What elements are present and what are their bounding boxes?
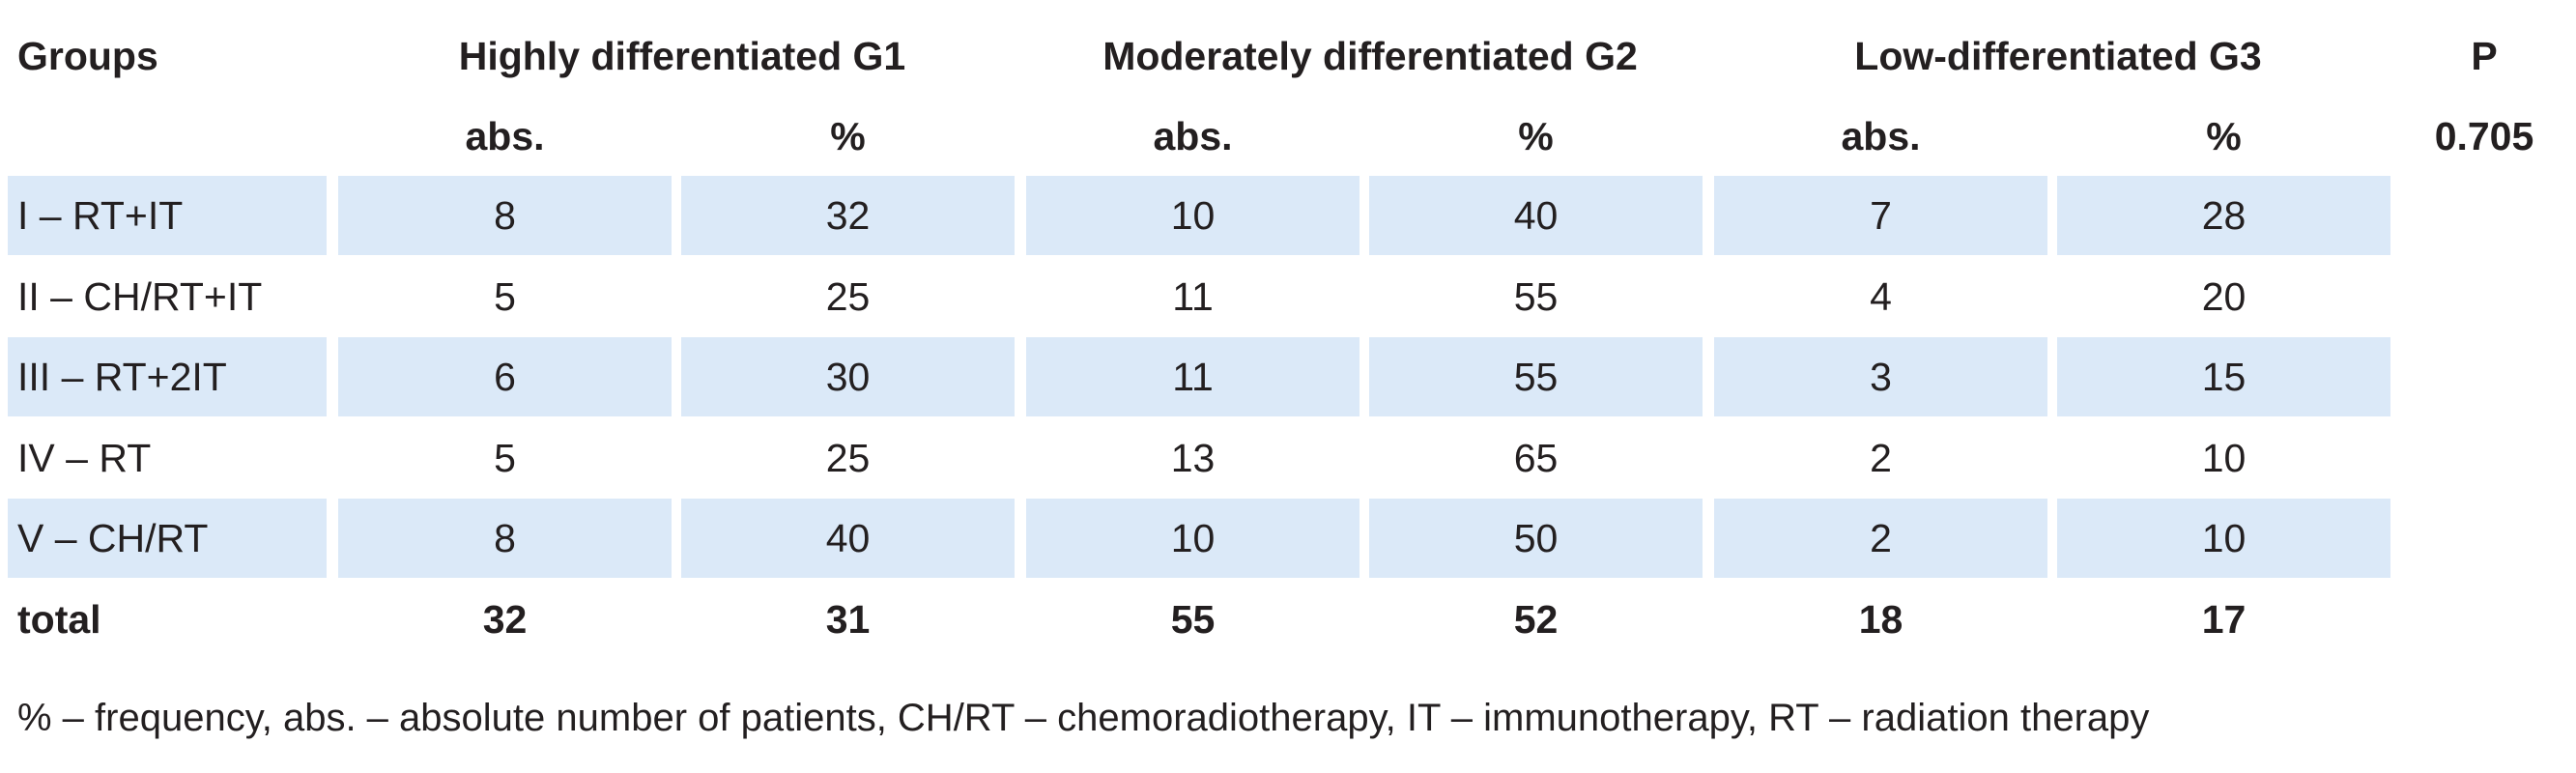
row-1-g1-abs: 8 bbox=[338, 176, 672, 255]
row-1-g3-pct: 28 bbox=[2057, 176, 2390, 255]
row-4-group: IV – RT bbox=[17, 435, 152, 480]
row-5-g3-abs: 2 bbox=[1714, 499, 2047, 578]
row-2-g3-abs: 4 bbox=[1870, 273, 1892, 319]
g2-pct-subheader: % bbox=[1518, 113, 1554, 158]
row-3-g2-pct: 55 bbox=[1369, 337, 1703, 416]
row-2-g1-pct: 25 bbox=[825, 273, 871, 319]
row-1-group: I – RT+IT bbox=[8, 176, 327, 255]
total-g3-pct: 17 bbox=[2201, 596, 2247, 642]
row-5-group: V – CH/RT bbox=[8, 499, 327, 578]
row-4-g2-pct: 65 bbox=[1513, 435, 1559, 480]
row-3-g1-abs: 6 bbox=[338, 337, 672, 416]
row-4-g3-abs: 2 bbox=[1870, 435, 1892, 480]
row-3-g1-pct: 30 bbox=[681, 337, 1015, 416]
g3-pct-subheader: % bbox=[2206, 113, 2242, 158]
row-4-g2-abs: 13 bbox=[1170, 435, 1216, 480]
total-g3-abs: 18 bbox=[1858, 596, 1903, 642]
row-2-g3-pct: 20 bbox=[2201, 273, 2247, 319]
total-g2-abs: 55 bbox=[1170, 596, 1216, 642]
row-2-group: II – CH/RT+IT bbox=[17, 273, 263, 319]
row-1-g2-pct: 40 bbox=[1369, 176, 1703, 255]
row-2-g2-abs: 11 bbox=[1172, 273, 1214, 319]
row-1-g3-abs: 7 bbox=[1714, 176, 2047, 255]
g3-abs-subheader: abs. bbox=[1841, 113, 1921, 158]
g1-abs-subheader: abs. bbox=[465, 113, 545, 158]
row-5-g3-pct: 10 bbox=[2057, 499, 2390, 578]
total-label: total bbox=[17, 596, 101, 642]
table-footnote: % – frequency, abs. – absolute number of… bbox=[17, 697, 2150, 739]
row-5-g2-pct: 50 bbox=[1369, 499, 1703, 578]
groups-header: Groups bbox=[17, 33, 158, 78]
g2-header: Moderately differentiated G2 bbox=[1102, 33, 1638, 78]
row-5-g2-abs: 10 bbox=[1026, 499, 1360, 578]
p-header: P bbox=[2471, 33, 2498, 78]
row-4-g1-abs: 5 bbox=[494, 435, 516, 480]
row-1-g1-pct: 32 bbox=[681, 176, 1015, 255]
row-3-g3-pct: 15 bbox=[2057, 337, 2390, 416]
row-4-g3-pct: 10 bbox=[2201, 435, 2247, 480]
row-5-g1-pct: 40 bbox=[681, 499, 1015, 578]
row-3-g2-abs: 11 bbox=[1026, 337, 1360, 416]
total-g1-pct: 31 bbox=[825, 596, 871, 642]
row-2-g2-pct: 55 bbox=[1513, 273, 1559, 319]
total-g2-pct: 52 bbox=[1513, 596, 1559, 642]
row-1-g2-abs: 10 bbox=[1026, 176, 1360, 255]
g3-header: Low-differentiated G3 bbox=[1854, 33, 2262, 78]
g1-header: Highly differentiated G1 bbox=[458, 33, 906, 78]
row-2-g1-abs: 5 bbox=[494, 273, 516, 319]
g2-abs-subheader: abs. bbox=[1153, 113, 1233, 158]
row-3-g3-abs: 3 bbox=[1714, 337, 2047, 416]
row-3-group: III – RT+2IT bbox=[8, 337, 327, 416]
p-value: 0.705 bbox=[2434, 113, 2534, 158]
g1-pct-subheader: % bbox=[830, 113, 866, 158]
total-g1-abs: 32 bbox=[482, 596, 528, 642]
row-5-g1-abs: 8 bbox=[338, 499, 672, 578]
row-4-g1-pct: 25 bbox=[825, 435, 871, 480]
